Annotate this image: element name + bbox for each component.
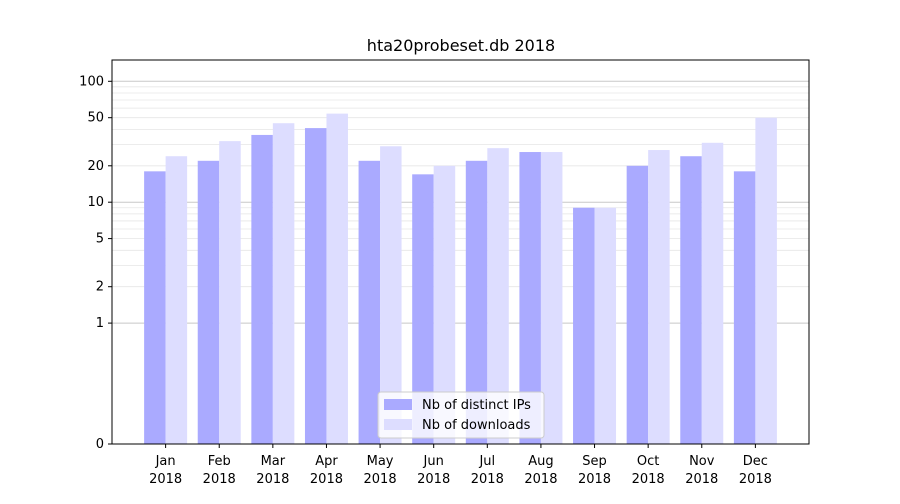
x-tick-label-year: 2018	[471, 472, 504, 487]
bar-downloads-sep	[594, 207, 617, 444]
bar-distinct-ips-jul	[465, 160, 488, 444]
x-tick-label-year: 2018	[685, 472, 718, 487]
x-tick-label-month: Jan	[155, 454, 176, 469]
bar-downloads-mar	[272, 123, 295, 445]
y-tick-label: 0	[96, 437, 104, 452]
bar-downloads-feb	[219, 141, 241, 445]
y-tick-label: 1	[96, 316, 104, 331]
bar-distinct-ips-may	[358, 160, 381, 444]
y-tick-label: 10	[87, 195, 104, 210]
x-tick-label-month: Apr	[315, 454, 338, 469]
bar-downloads-jun	[433, 165, 456, 444]
legend-swatch	[384, 399, 412, 410]
chart-title: hta20probeset.db 2018	[367, 36, 555, 55]
y-tick-label: 50	[87, 111, 104, 126]
y-axis: 0 1 2 5 10 20 50 100	[79, 74, 112, 452]
bar-downloads-apr	[326, 113, 348, 444]
bar-distinct-ips-aug	[519, 152, 541, 445]
x-tick-label-month: Dec	[743, 454, 768, 469]
plot-frame	[111, 59, 810, 445]
bar-distinct-ips-nov	[680, 156, 702, 444]
bar-downloads-nov	[701, 142, 724, 445]
bars	[144, 113, 777, 445]
x-tick-label-year: 2018	[149, 472, 182, 487]
x-tick-label-month: Sep	[582, 454, 607, 469]
bar-distinct-ips-sep	[573, 207, 595, 444]
x-tick-label-year: 2018	[578, 472, 611, 487]
y-tick-label: 100	[79, 74, 104, 89]
bar-distinct-ips-mar	[251, 134, 273, 445]
bar-downloads-aug	[540, 152, 563, 445]
x-tick-label-year: 2018	[739, 472, 772, 487]
bar-distinct-ips-oct	[626, 165, 649, 444]
x-tick-label-year: 2018	[524, 472, 557, 487]
x-tick-label-month: Nov	[689, 454, 715, 469]
x-tick-label-month: Aug	[528, 454, 553, 469]
bar-downloads-jul	[487, 148, 509, 445]
bar-downloads-may	[380, 146, 402, 444]
x-tick-label-month: May	[367, 454, 394, 469]
x-tick-label-month: Feb	[208, 454, 231, 469]
x-tick-label-year: 2018	[364, 472, 397, 487]
legend: Nb of distinct IPs Nb of downloads	[377, 391, 545, 439]
y-tick-label: 2	[96, 280, 104, 295]
bar-downloads-jan	[165, 156, 188, 444]
bar-distinct-ips-dec	[733, 171, 756, 444]
x-tick-label-month: Mar	[261, 454, 286, 469]
x-tick-label-month: Jun	[423, 454, 444, 469]
legend-label: Nb of downloads	[422, 418, 531, 433]
bar-downloads-oct	[648, 150, 670, 444]
x-tick-label-month: Oct	[637, 454, 659, 469]
y-tick-label: 20	[87, 159, 104, 174]
bar-downloads-dec	[755, 117, 777, 444]
x-tick-label-year: 2018	[632, 472, 665, 487]
bar-distinct-ips-jan	[144, 171, 166, 444]
x-tick-label-year: 2018	[417, 472, 450, 487]
x-tick-label-year: 2018	[203, 472, 236, 487]
legend-label: Nb of distinct IPs	[422, 398, 531, 413]
x-tick-label-month: Jul	[478, 454, 495, 469]
x-axis: Jan 2018 Feb 2018 Mar 2018 Apr 2018 May 2018 Jun 20…	[149, 444, 772, 487]
bar-distinct-ips-feb	[197, 160, 220, 444]
legend-box	[377, 391, 545, 439]
bar-distinct-ips-jun	[412, 174, 434, 444]
bar-distinct-ips-apr	[304, 128, 327, 444]
x-tick-label-year: 2018	[256, 472, 289, 487]
legend-swatch	[384, 419, 412, 430]
x-tick-label-year: 2018	[310, 472, 343, 487]
y-tick-label: 5	[96, 232, 104, 247]
